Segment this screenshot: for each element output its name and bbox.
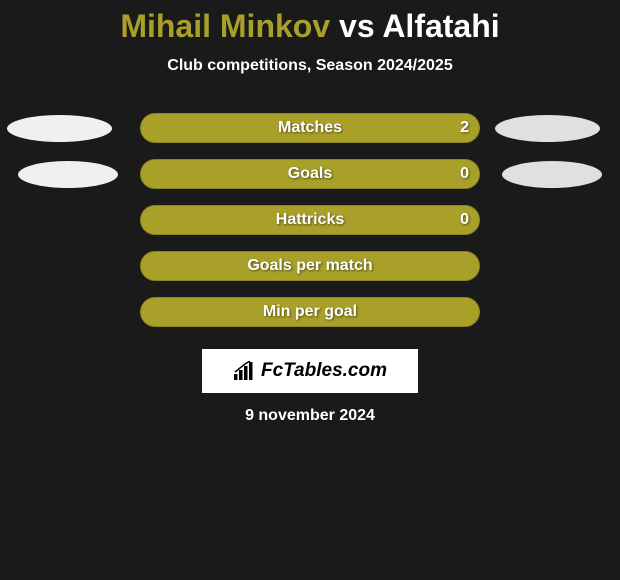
ellipse-left-0 [7, 115, 112, 142]
ellipse-left-1 [18, 161, 118, 188]
stat-value-right: 2 [460, 119, 469, 137]
stat-value-right: 0 [460, 165, 469, 183]
stat-bar-hattricks: Hattricks 0 [140, 205, 480, 235]
subtitle: Club competitions, Season 2024/2025 [167, 57, 452, 75]
stat-label: Min per goal [263, 303, 357, 321]
stat-value-right: 0 [460, 211, 469, 229]
logo-box: FcTables.com [202, 349, 418, 393]
stat-row-hattricks: Hattricks 0 [0, 205, 620, 235]
player2-name: Alfatahi [382, 8, 499, 44]
stat-row-gpm: Goals per match [0, 251, 620, 281]
stat-bar-mpg: Min per goal [140, 297, 480, 327]
player1-name: Mihail Minkov [120, 8, 330, 44]
ellipse-right-1 [502, 161, 602, 188]
stat-row-matches: Matches 2 [0, 113, 620, 143]
comparison-card: Mihail Minkov vs Alfatahi Club competiti… [0, 0, 620, 425]
footer-date: 9 november 2024 [245, 407, 375, 425]
stat-bar-goals: Goals 0 [140, 159, 480, 189]
vs-text: vs [339, 8, 375, 44]
stat-bar-matches: Matches 2 [140, 113, 480, 143]
page-title: Mihail Minkov vs Alfatahi [120, 8, 499, 45]
logo-text: FcTables.com [261, 360, 387, 382]
stat-row-goals: Goals 0 [0, 159, 620, 189]
stat-label: Goals [288, 165, 332, 183]
stat-label: Matches [278, 119, 342, 137]
chart-icon [233, 361, 257, 381]
stat-label: Hattricks [276, 211, 344, 229]
stat-label: Goals per match [247, 257, 372, 275]
ellipse-right-0 [495, 115, 600, 142]
stat-row-mpg: Min per goal [0, 297, 620, 327]
stat-bar-gpm: Goals per match [140, 251, 480, 281]
